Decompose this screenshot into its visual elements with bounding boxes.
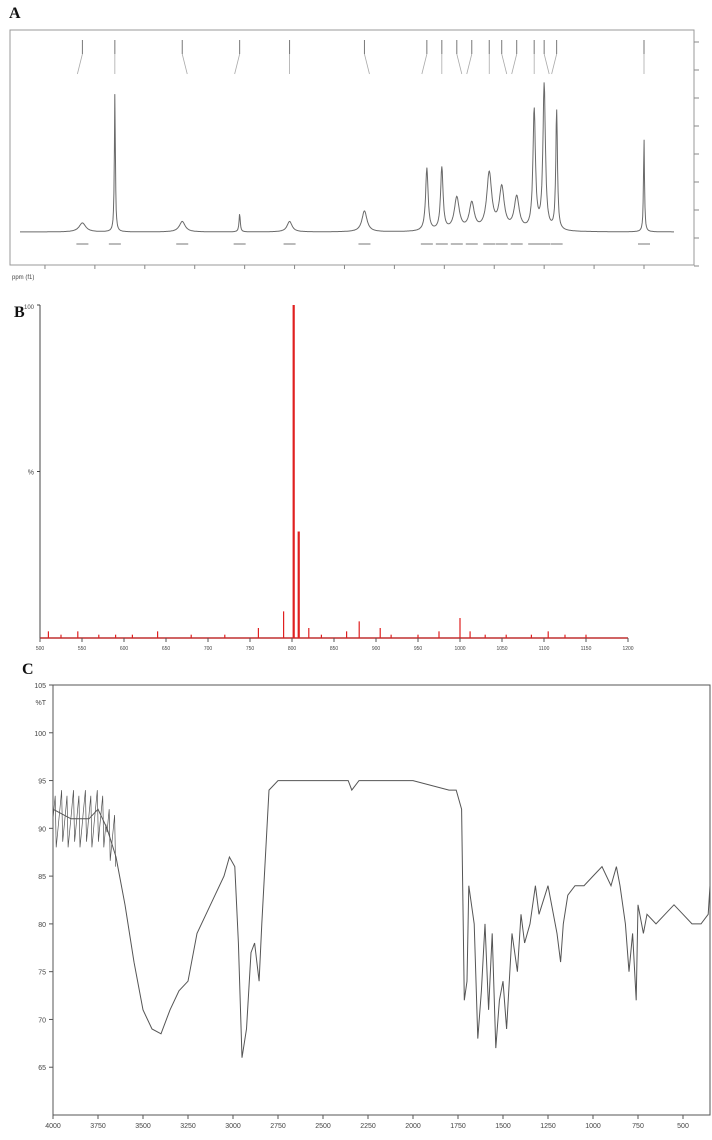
nmr-spectrum-chart: ppm (f1) <box>9 29 699 281</box>
ms-x-tick-label: 800 <box>288 646 297 652</box>
panel-b-mass-spectrum: B 100% 500 550 600 650 700 750 800 850 900 950 1000… <box>0 290 712 655</box>
nmr-peak-label-leader <box>466 53 473 75</box>
nmr-peak-label-leader <box>511 53 518 75</box>
ir-x-tick-label: 3750 <box>90 1123 106 1130</box>
ir-x-tick-label: 3500 <box>135 1123 151 1130</box>
ir-y-tick-label: 95 <box>38 779 46 786</box>
ir-x-tick-label: 1250 <box>540 1123 556 1130</box>
ms-x-tick-label: 750 <box>246 646 255 652</box>
ms-x-tick-label: 500 <box>36 646 45 652</box>
ir-x-tick-label: 2500 <box>315 1123 331 1130</box>
nmr-x-axis-label: ppm (f1) <box>12 275 34 281</box>
ir-x-tick-label: 500 <box>677 1123 689 1130</box>
ir-spectrum-chart: 65 70 75 80 85 90 95 100 105 %T 4000 3750 3500 3250 30… <box>34 683 711 1130</box>
panel-a-letter: A <box>9 5 21 22</box>
ms-x-tick-label: 1050 <box>496 646 507 652</box>
panel-c-letter: C <box>22 661 34 678</box>
nmr-peak-label-leader <box>543 53 550 75</box>
ms-x-tick-label: 550 <box>78 646 87 652</box>
ir-x-tick-label: 2250 <box>360 1123 376 1130</box>
nmr-peak-label-leader <box>234 53 241 75</box>
ir-x-tick-label: 1750 <box>450 1123 466 1130</box>
ms-x-tick-label: 950 <box>414 646 423 652</box>
ir-y-tick-label: 65 <box>38 1065 46 1072</box>
nmr-peak-label-leader <box>501 53 508 75</box>
ir-x-tick-label: 4000 <box>45 1123 61 1130</box>
panel-b-letter: B <box>14 304 25 321</box>
ir-y-tick-label: 80 <box>38 922 46 929</box>
mass-spectrum-chart: 100% 500 550 600 650 700 750 800 850 900 950 1000 10… <box>24 304 634 652</box>
ms-x-tick-label: 1000 <box>454 646 465 652</box>
ms-x-tick-label: 650 <box>162 646 171 652</box>
ir-spectrum-line <box>52 780 711 1058</box>
ir-x-tick-label: 3250 <box>180 1123 196 1130</box>
ir-y-tick-label: 105 <box>34 683 46 690</box>
ms-y-axis-label: % <box>28 470 34 477</box>
ir-x-tick-label: 3000 <box>225 1123 241 1130</box>
ms-x-tick-label: 700 <box>204 646 213 652</box>
nmr-peak-label-leader <box>364 53 370 75</box>
ms-x-tick-label: 1200 <box>622 646 633 652</box>
ms-y-tick-label: 100 <box>24 305 35 311</box>
ir-x-tick-label: 2000 <box>405 1123 421 1130</box>
nmr-peak-label-leader <box>456 53 463 75</box>
ir-y-axis-label: %T <box>36 700 47 707</box>
ir-plot-frame <box>52 684 711 1116</box>
ir-y-tick-label: 100 <box>34 731 46 738</box>
ir-y-tick-label: 85 <box>38 874 46 881</box>
ir-x-tick-label: 1000 <box>585 1123 601 1130</box>
panel-a-nmr: A ppm (f1) <box>0 0 712 290</box>
nmr-spectrum-line <box>20 82 674 233</box>
ms-x-tick-label: 900 <box>372 646 381 652</box>
nmr-peak-label-leader <box>551 53 558 75</box>
ms-x-tick-label: 850 <box>330 646 339 652</box>
ir-noise-line <box>52 790 116 867</box>
ir-x-tick-label: 2750 <box>270 1123 286 1130</box>
ir-y-tick-label: 75 <box>38 970 46 977</box>
panel-c-ir-spectrum: C 65 70 75 80 85 90 95 100 105 %T 4000 3750 3500 3250… <box>0 655 712 1140</box>
ir-x-tick-label: 1500 <box>495 1123 511 1130</box>
ir-y-tick-label: 90 <box>38 826 46 833</box>
nmr-frame <box>9 29 695 266</box>
ms-x-tick-label: 600 <box>120 646 129 652</box>
ms-x-tick-label: 1150 <box>581 646 592 652</box>
ms-x-tick-label: 1100 <box>539 646 550 652</box>
nmr-peak-label-leader <box>181 53 188 75</box>
ir-x-tick-label: 750 <box>632 1123 644 1130</box>
nmr-peak-label-leader <box>77 53 83 75</box>
nmr-peak-label-leader <box>421 53 428 75</box>
ir-y-tick-label: 70 <box>38 1017 46 1024</box>
